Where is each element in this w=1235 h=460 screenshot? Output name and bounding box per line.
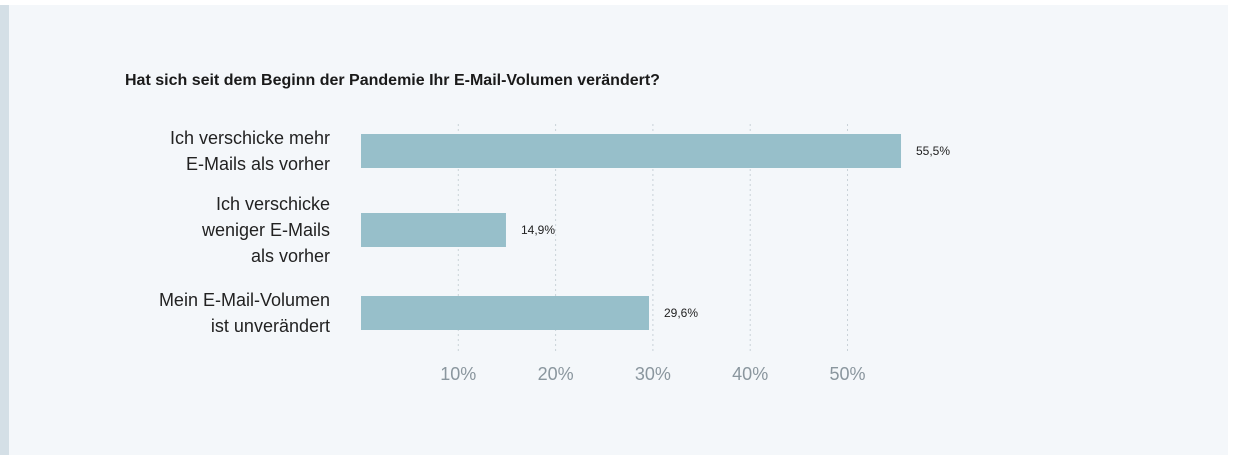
- value-label: 29,6%: [664, 306, 698, 320]
- category-label: als vorher: [251, 246, 330, 266]
- chart-panel: [0, 5, 1228, 455]
- tick-label: 50%: [829, 364, 865, 384]
- chart-title: Hat sich seit dem Beginn der Pandemie Ih…: [125, 72, 660, 89]
- bar: [361, 296, 650, 330]
- category-label: ist unverändert: [211, 316, 330, 336]
- bar: [361, 134, 902, 168]
- value-label: 55,5%: [916, 144, 950, 158]
- tick-label: 20%: [538, 364, 574, 384]
- bar: [361, 213, 506, 247]
- category-label: E-Mails als vorher: [186, 154, 330, 174]
- tick-label: 40%: [732, 364, 768, 384]
- category-label: weniger E-Mails: [201, 220, 330, 240]
- value-label: 14,9%: [521, 223, 555, 237]
- tick-label: 10%: [440, 364, 476, 384]
- category-label: Mein E-Mail-Volumen: [159, 290, 330, 310]
- category-label: Ich verschicke mehr: [170, 128, 330, 148]
- tick-label: 30%: [635, 364, 671, 384]
- category-label: Ich verschicke: [216, 194, 330, 214]
